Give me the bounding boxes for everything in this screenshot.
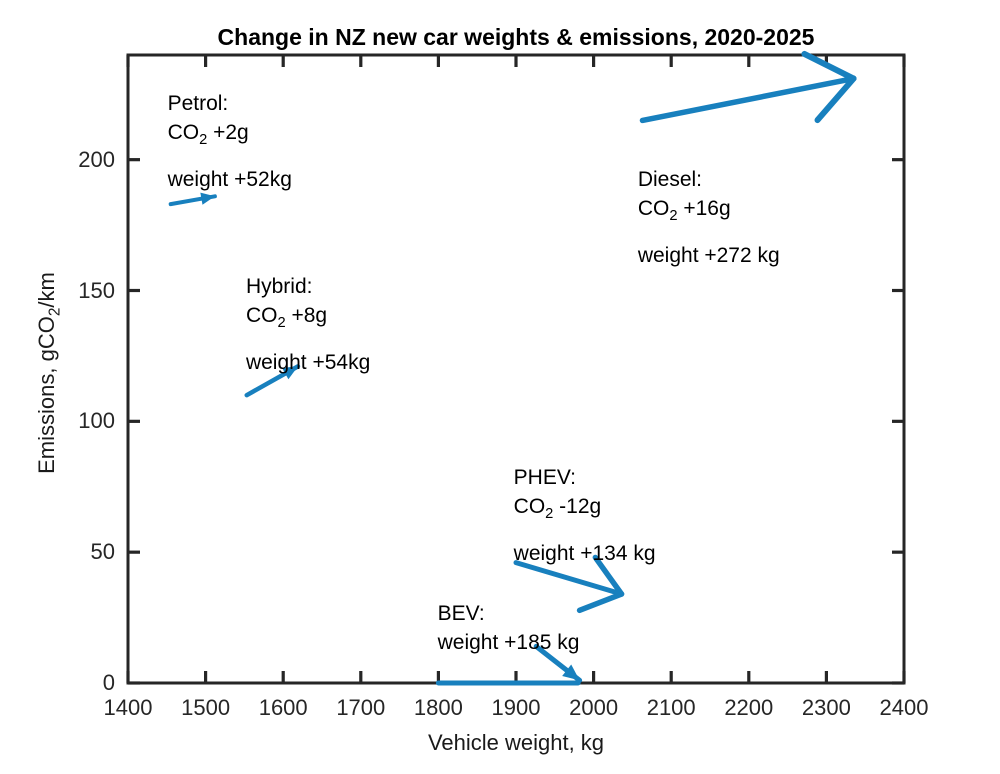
annotation-line: PHEV: xyxy=(513,466,576,490)
x-tick-label: 2000 xyxy=(569,695,619,720)
bev-arrow-head xyxy=(562,664,580,681)
y-tick-label: 50 xyxy=(90,539,115,565)
x-tick-label: 1500 xyxy=(181,695,231,720)
annotation-bev: BEV: weight +185 kg xyxy=(438,599,580,657)
y-tick-label: 200 xyxy=(78,146,115,172)
x-tick-label: 2100 xyxy=(646,695,696,720)
y-tick-label: 0 xyxy=(102,670,115,695)
x-tick-label: 1900 xyxy=(491,695,541,720)
x-tick-label: 1700 xyxy=(336,695,386,720)
phev-arrow-head xyxy=(576,591,625,614)
annotation-line: weight +52kg xyxy=(167,168,292,192)
phev-arrow-head xyxy=(592,554,625,597)
diesel-arrow-head xyxy=(801,50,857,82)
annotation-line: CO2 -12g xyxy=(513,495,602,523)
annotation-line: BEV: xyxy=(437,602,485,626)
annotation-line: Hybrid: xyxy=(245,275,313,299)
chart-title: Change in NZ new car weights & emissions… xyxy=(217,24,815,50)
annotation-line: weight +185 kg xyxy=(437,631,580,655)
hybrid-arrow-head xyxy=(282,366,298,380)
x-axis-label: Vehicle weight, kg xyxy=(427,730,605,755)
annotation-phev: PHEV: CO2 -12g weight +134 kg xyxy=(514,463,656,568)
y-tick-label: 150 xyxy=(78,277,115,303)
annotation-petrol: Petrol: CO2 +2g weight +52kg xyxy=(168,89,292,194)
annotation-line: Petrol: xyxy=(167,92,229,116)
diesel-arrow-shaft xyxy=(639,75,857,124)
diesel-arrow-head xyxy=(814,75,857,124)
x-tick-label: 1400 xyxy=(103,695,153,720)
x-tick-label: 2200 xyxy=(724,695,774,720)
annotation-line: CO2 +2g xyxy=(167,121,249,149)
phev-arrow-shaft xyxy=(513,560,625,597)
annotation-line: CO2 +16g xyxy=(637,196,731,225)
x-tick-label: 2300 xyxy=(801,695,851,720)
annotation-line: weight +134 kg xyxy=(513,542,656,566)
annotation-line: weight +54kg xyxy=(245,351,371,375)
x-tick-label: 1800 xyxy=(413,695,463,720)
x-tick-label: 1600 xyxy=(258,695,308,720)
annotation-line: weight +272 kg xyxy=(637,244,780,268)
annotation-line: Diesel: xyxy=(637,167,703,191)
annotation-diesel: Diesel: CO2 +16g weight +272 kg xyxy=(638,165,780,270)
y-tick-label: 100 xyxy=(78,408,115,434)
annotation-hybrid: Hybrid: CO2 +8g weight +54kg xyxy=(246,272,370,377)
petrol-arrow-head xyxy=(200,192,215,205)
x-tick-label: 2400 xyxy=(879,695,929,720)
annotation-line: CO2 +8g xyxy=(245,304,328,332)
